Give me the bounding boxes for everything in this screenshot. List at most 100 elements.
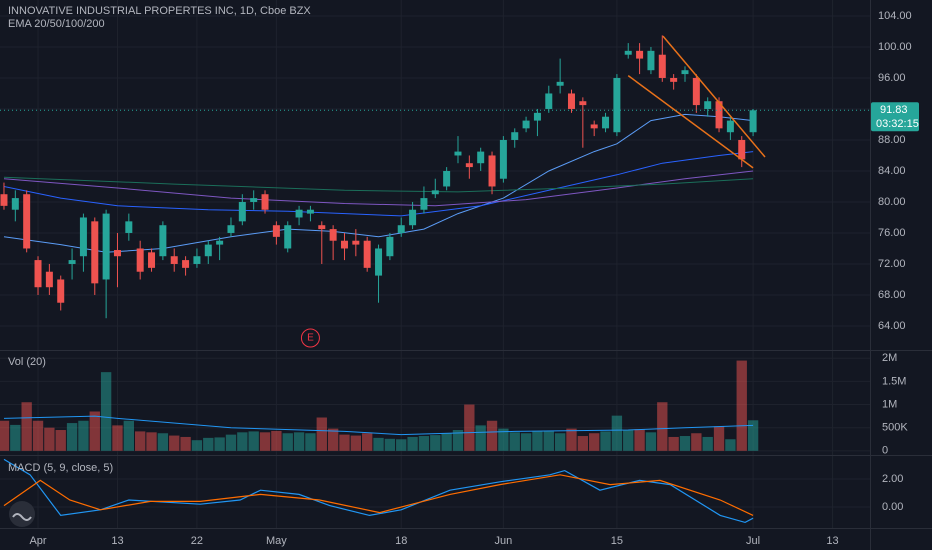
volume-bar xyxy=(725,439,736,451)
volume-bar xyxy=(123,420,135,451)
volume-bar xyxy=(475,425,486,451)
volume-bar xyxy=(271,430,282,451)
y-tick-label: 1M xyxy=(882,398,897,410)
candle-body xyxy=(238,201,246,222)
trendline xyxy=(662,35,766,158)
candle-body xyxy=(113,250,121,257)
earnings-marker xyxy=(300,328,320,348)
last-price-label: 91.83 xyxy=(880,104,908,116)
chart-title: INNOVATIVE INDUSTRIAL PROPERTES INC, 1D,… xyxy=(8,5,311,17)
volume-bar xyxy=(282,433,293,451)
candle-body xyxy=(397,225,405,233)
volume-ma-line xyxy=(3,415,754,436)
candle-body xyxy=(704,101,712,109)
candle-body xyxy=(352,240,360,245)
volume-bar xyxy=(237,432,248,451)
y-tick-label: 64.00 xyxy=(878,320,906,332)
y-tick-label: 0.00 xyxy=(882,501,903,513)
y-tick-label: 68.00 xyxy=(878,289,906,301)
candle-body xyxy=(23,194,31,249)
y-tick-label: 80.00 xyxy=(878,196,906,208)
candle-body xyxy=(749,110,757,133)
volume-bar xyxy=(668,436,679,451)
candle-body xyxy=(57,279,65,303)
countdown-label: 03:32:15 xyxy=(876,118,919,130)
volume-bar xyxy=(55,430,66,451)
candle-body xyxy=(613,77,621,133)
macd-line xyxy=(3,458,754,524)
candle-body xyxy=(375,248,383,276)
candle-body xyxy=(499,139,507,179)
volume-bar xyxy=(611,415,623,451)
candle-body xyxy=(45,271,53,288)
volume-bar xyxy=(44,427,55,451)
volume-bar xyxy=(248,431,259,451)
x-tick-label: 13 xyxy=(826,535,838,547)
volume-bar xyxy=(486,420,498,451)
candle-body xyxy=(465,163,473,168)
ema-line xyxy=(3,151,754,217)
x-tick-label: 18 xyxy=(395,535,407,547)
volume-bar xyxy=(225,434,237,451)
trendline xyxy=(627,75,754,169)
candle-body xyxy=(545,93,553,109)
x-tick-label: Jun xyxy=(495,535,513,547)
candle-body xyxy=(715,101,723,129)
candle-body xyxy=(738,139,746,160)
x-tick-label: 13 xyxy=(111,535,123,547)
candle-body xyxy=(125,221,133,233)
macd-line xyxy=(3,474,754,516)
volume-bar xyxy=(157,433,169,451)
candle-body xyxy=(329,229,337,241)
x-tick-label: 15 xyxy=(611,535,623,547)
volume-bar xyxy=(0,420,10,451)
y-tick-label: 104.00 xyxy=(878,10,912,22)
y-tick-label: 84.00 xyxy=(878,165,906,177)
volume-bar xyxy=(577,436,589,451)
candle-body xyxy=(511,132,519,140)
macd-title: MACD (5, 9, close, 5) xyxy=(8,462,113,474)
y-tick-label: 72.00 xyxy=(878,258,906,270)
volume-bar xyxy=(135,431,146,451)
volume-bar xyxy=(32,420,44,451)
candle-body xyxy=(284,225,292,249)
volume-bar xyxy=(702,436,713,451)
candle-body xyxy=(420,198,428,210)
candle-body xyxy=(0,194,8,206)
candle-body xyxy=(318,225,326,230)
candle-body xyxy=(522,120,530,129)
candle-body xyxy=(363,240,371,268)
candle-body xyxy=(590,124,598,129)
volume-title: Vol (20) xyxy=(8,356,46,368)
y-tick-label: 1.5M xyxy=(882,375,906,387)
volume-bar xyxy=(384,438,396,451)
candle-body xyxy=(204,244,212,257)
volume-bar xyxy=(634,429,645,451)
y-tick-label: 500K xyxy=(882,422,908,434)
candle-body xyxy=(647,50,655,71)
y-tick-label: 2.00 xyxy=(882,473,903,485)
candle-body xyxy=(261,194,269,210)
volume-bar xyxy=(441,433,452,451)
candle-body xyxy=(68,260,76,264)
volume-bar xyxy=(316,417,327,451)
candle-body xyxy=(295,209,303,218)
plot xyxy=(0,35,870,524)
candle-body xyxy=(386,236,394,257)
volume-bar xyxy=(259,432,271,451)
y-tick-label: 2M xyxy=(882,352,897,364)
volume-bar xyxy=(373,437,384,451)
volume-bar xyxy=(554,433,566,451)
volume-bar xyxy=(713,426,725,451)
volume-bar xyxy=(100,372,112,451)
candle-body xyxy=(567,93,575,109)
x-tick-label: May xyxy=(266,535,287,547)
candle-body xyxy=(34,260,42,288)
volume-bar xyxy=(396,439,407,451)
volume-bar xyxy=(418,436,430,451)
volume-bar xyxy=(180,436,191,451)
volume-bar xyxy=(464,404,475,451)
candle-body xyxy=(182,260,190,268)
volume-bar xyxy=(327,428,339,451)
volume-bar xyxy=(600,431,611,451)
